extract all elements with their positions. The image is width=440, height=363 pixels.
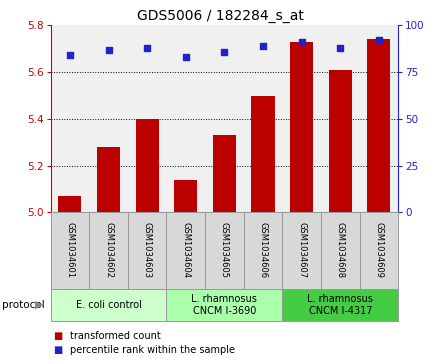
Text: ▶: ▶ [34, 300, 43, 310]
Point [337, 45, 344, 51]
Text: E. coli control: E. coli control [76, 300, 142, 310]
Bar [205, 212, 244, 289]
Bar [59, 196, 81, 212]
Bar [282, 212, 321, 289]
Text: L. rhamnosus
CNCM I-4317: L. rhamnosus CNCM I-4317 [307, 294, 373, 316]
Text: GDS5006 / 182284_s_at: GDS5006 / 182284_s_at [136, 9, 304, 23]
Bar [290, 42, 313, 212]
Text: L. rhamnosus
CNCM I-3690: L. rhamnosus CNCM I-3690 [191, 294, 257, 316]
Bar [89, 212, 128, 289]
Point [221, 49, 228, 54]
Bar [329, 70, 352, 212]
Text: GSM1034606: GSM1034606 [259, 223, 268, 278]
Point [143, 45, 150, 51]
Text: ■: ■ [53, 331, 62, 341]
Text: GSM1034601: GSM1034601 [66, 223, 74, 278]
Text: GSM1034607: GSM1034607 [297, 223, 306, 278]
Bar [213, 135, 236, 212]
Bar [251, 95, 275, 212]
Point [260, 43, 267, 49]
Bar [282, 289, 398, 321]
Point [105, 47, 112, 53]
Bar [51, 289, 166, 321]
Text: GSM1034609: GSM1034609 [374, 223, 383, 278]
Point [298, 39, 305, 45]
Point [182, 54, 189, 60]
Bar [174, 180, 198, 212]
Bar [136, 119, 159, 212]
Bar [166, 289, 282, 321]
Bar [166, 212, 205, 289]
Text: GSM1034605: GSM1034605 [220, 223, 229, 278]
Bar [51, 212, 89, 289]
Point [66, 52, 73, 58]
Point [375, 37, 382, 43]
Bar [244, 212, 282, 289]
Text: GSM1034604: GSM1034604 [181, 223, 190, 278]
Text: GSM1034608: GSM1034608 [336, 223, 345, 278]
Text: GSM1034603: GSM1034603 [143, 223, 152, 278]
Bar [359, 212, 398, 289]
Text: percentile rank within the sample: percentile rank within the sample [70, 345, 235, 355]
Text: ■: ■ [53, 345, 62, 355]
Text: transformed count: transformed count [70, 331, 161, 341]
Bar [367, 40, 390, 212]
Bar [321, 212, 359, 289]
Text: GSM1034602: GSM1034602 [104, 223, 113, 278]
Bar [128, 212, 166, 289]
Bar [97, 147, 120, 212]
Text: protocol: protocol [2, 300, 45, 310]
